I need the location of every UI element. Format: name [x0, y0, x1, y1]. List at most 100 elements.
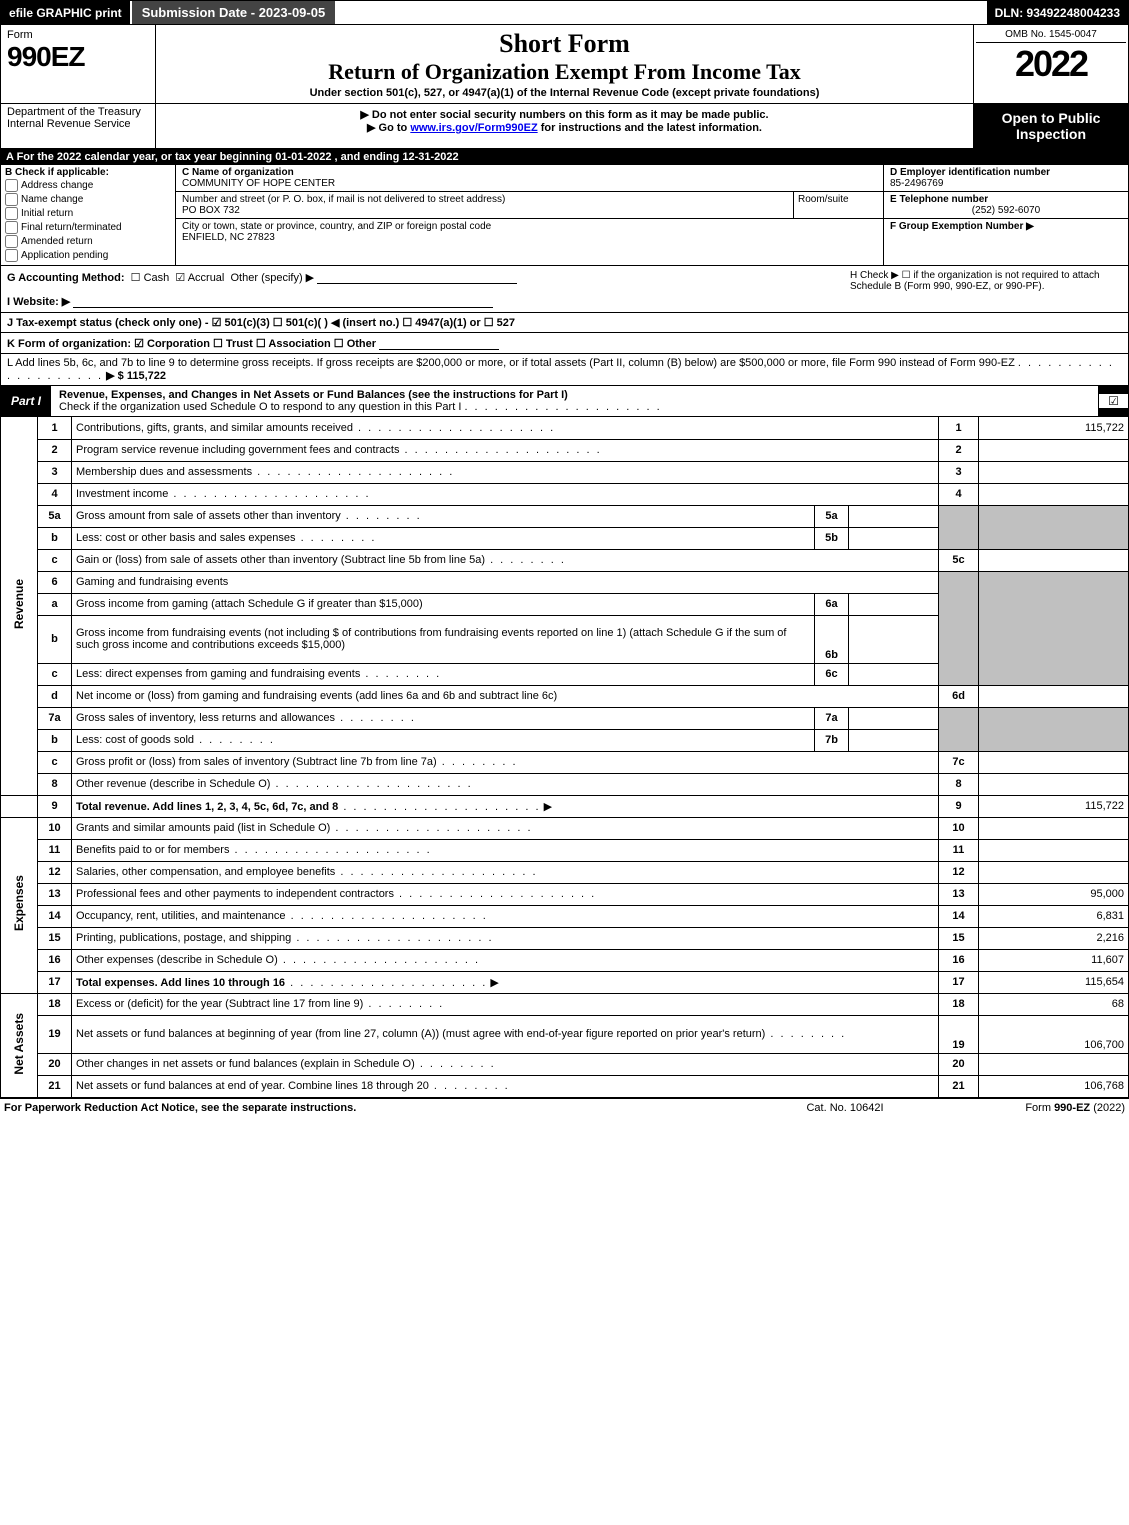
desc-5c: Gain or (loss) from sale of assets other… [72, 549, 939, 571]
desc-13: Professional fees and other payments to … [72, 883, 939, 905]
footer-form-bold: 990-EZ [1054, 1102, 1090, 1114]
group-exemption-label: F Group Exemption Number ▶ [890, 221, 1034, 232]
website-field[interactable] [73, 294, 493, 308]
note-goto: ▶ Go to www.irs.gov/Form990EZ for instru… [160, 121, 969, 134]
line-12: 12 Salaries, other compensation, and emp… [1, 861, 1129, 883]
line-10: Expenses 10 Grants and similar amounts p… [1, 817, 1129, 839]
part1-title-text: Revenue, Expenses, and Changes in Net As… [59, 389, 568, 401]
num-6d: 6d [939, 685, 979, 707]
desc-2: Program service revenue including govern… [72, 439, 939, 461]
ln-20: 20 [38, 1053, 72, 1075]
line-15: 15 Printing, publications, postage, and … [1, 927, 1129, 949]
ln-15: 15 [38, 927, 72, 949]
col-b-title: B Check if applicable: [5, 167, 171, 178]
amt-20 [979, 1053, 1129, 1075]
submission-date: Submission Date - 2023-09-05 [130, 1, 336, 24]
sub-5b: 5b [815, 527, 849, 549]
desc-12: Salaries, other compensation, and employ… [72, 861, 939, 883]
desc-4: Investment income [72, 483, 939, 505]
part1-subtitle: Check if the organization used Schedule … [59, 401, 461, 413]
line-19: 19 Net assets or fund balances at beginn… [1, 1015, 1129, 1053]
greyamt-5 [979, 505, 1129, 549]
amt-6d [979, 685, 1129, 707]
footer-right: Form 990-EZ (2022) [945, 1102, 1125, 1114]
num-20: 20 [939, 1053, 979, 1075]
amt-2 [979, 439, 1129, 461]
sub-6c: 6c [815, 663, 849, 685]
sub-6a: 6a [815, 593, 849, 615]
cb-application-pending[interactable]: Application pending [5, 249, 171, 262]
ln-21: 21 [38, 1075, 72, 1097]
org-name-row: C Name of organization COMMUNITY OF HOPE… [176, 165, 883, 192]
omb-year-block: OMB No. 1545-0047 2022 [973, 25, 1128, 103]
desc-7a: Gross sales of inventory, less returns a… [72, 707, 815, 729]
num-16: 16 [939, 949, 979, 971]
grey-5 [939, 505, 979, 549]
desc-20: Other changes in net assets or fund bala… [72, 1053, 939, 1075]
ln-5b: b [38, 527, 72, 549]
cb-amended-return[interactable]: Amended return [5, 235, 171, 248]
footer-cat: Cat. No. 10642I [745, 1102, 945, 1114]
return-title: Return of Organization Exempt From Incom… [162, 59, 967, 85]
ln-3: 3 [38, 461, 72, 483]
lines-table: Revenue 1 Contributions, gifts, grants, … [0, 417, 1129, 1098]
num-3: 3 [939, 461, 979, 483]
cb-final-return[interactable]: Final return/terminated [5, 221, 171, 234]
street: PO BOX 732 [182, 205, 789, 216]
line-16: 16 Other expenses (describe in Schedule … [1, 949, 1129, 971]
subval-6a [849, 593, 939, 615]
ln-5c: c [38, 549, 72, 571]
grey-7 [939, 707, 979, 751]
cb-name-change[interactable]: Name change [5, 193, 171, 206]
line-13: 13 Professional fees and other payments … [1, 883, 1129, 905]
row-k: K Form of organization: ☑ Corporation ☐ … [0, 333, 1129, 354]
cb-address-change[interactable]: Address change [5, 179, 171, 192]
ln-1: 1 [38, 417, 72, 439]
ln-14: 14 [38, 905, 72, 927]
j-text: J Tax-exempt status (check only one) - ☑… [7, 317, 515, 329]
part1-check[interactable]: ☑ [1098, 394, 1128, 408]
line-7c: c Gross profit or (loss) from sales of i… [1, 751, 1129, 773]
l-amount: ▶ $ 115,722 [106, 370, 166, 382]
g-accrual[interactable]: Accrual [188, 272, 225, 284]
part1-dots [464, 401, 661, 413]
g-other[interactable]: Other (specify) ▶ [231, 272, 315, 284]
ln-16: 16 [38, 949, 72, 971]
num-12: 12 [939, 861, 979, 883]
line-7a: 7a Gross sales of inventory, less return… [1, 707, 1129, 729]
efile-print[interactable]: efile GRAPHIC print [1, 1, 130, 24]
spacer [335, 1, 986, 24]
room-suite: Room/suite [793, 192, 883, 218]
desc-15: Printing, publications, postage, and shi… [72, 927, 939, 949]
ln-12: 12 [38, 861, 72, 883]
desc-18: Excess or (deficit) for the year (Subtra… [72, 993, 939, 1015]
group-exemption-row: F Group Exemption Number ▶ [884, 219, 1128, 265]
cb-initial-return[interactable]: Initial return [5, 207, 171, 220]
sub-7a: 7a [815, 707, 849, 729]
num-19: 19 [939, 1015, 979, 1053]
ln-7a: 7a [38, 707, 72, 729]
irs-link[interactable]: www.irs.gov/Form990EZ [410, 122, 537, 134]
g-cash[interactable]: Cash [144, 272, 170, 284]
desc-14: Occupancy, rent, utilities, and maintena… [72, 905, 939, 927]
city-row: City or town, state or province, country… [176, 219, 883, 245]
line-14: 14 Occupancy, rent, utilities, and maint… [1, 905, 1129, 927]
desc-6: Gaming and fundraising events [72, 571, 939, 593]
ln-6d: d [38, 685, 72, 707]
amt-21: 106,768 [979, 1075, 1129, 1097]
desc-7b: Less: cost of goods sold [72, 729, 815, 751]
desc-17: Total expenses. Add lines 10 through 16 … [72, 971, 939, 993]
amt-4 [979, 483, 1129, 505]
ln-6: 6 [38, 571, 72, 593]
amt-9: 115,722 [979, 795, 1129, 817]
num-1: 1 [939, 417, 979, 439]
k-other-field[interactable] [379, 336, 499, 350]
ln-2: 2 [38, 439, 72, 461]
desc-16: Other expenses (describe in Schedule O) [72, 949, 939, 971]
num-9: 9 [939, 795, 979, 817]
city: ENFIELD, NC 27823 [182, 232, 877, 243]
desc-5b: Less: cost or other basis and sales expe… [72, 527, 815, 549]
g-other-field[interactable] [317, 270, 517, 284]
desc-5a: Gross amount from sale of assets other t… [72, 505, 815, 527]
col-de: D Employer identification number 85-2496… [883, 165, 1128, 265]
